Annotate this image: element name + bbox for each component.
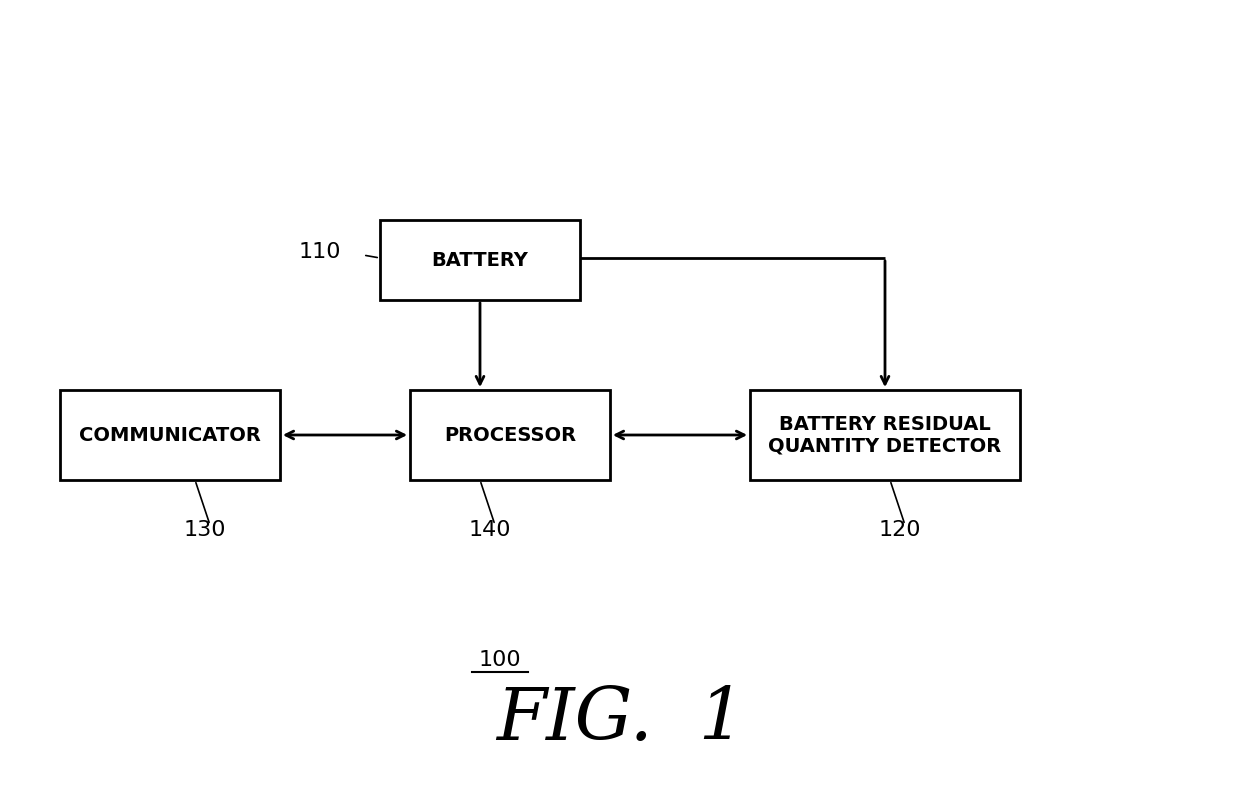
Text: 100: 100 bbox=[479, 650, 521, 670]
Bar bbox=[410, 390, 610, 480]
Text: COMMUNICATOR: COMMUNICATOR bbox=[79, 426, 260, 445]
Bar bbox=[60, 390, 280, 480]
Text: 120: 120 bbox=[879, 520, 921, 540]
Text: BATTERY: BATTERY bbox=[432, 251, 528, 270]
Bar bbox=[750, 390, 1021, 480]
Text: 140: 140 bbox=[469, 520, 511, 540]
Text: PROCESSOR: PROCESSOR bbox=[444, 426, 577, 445]
Bar bbox=[379, 220, 580, 300]
Text: 110: 110 bbox=[299, 242, 341, 262]
Text: FIG.  1: FIG. 1 bbox=[496, 685, 744, 755]
Text: 130: 130 bbox=[184, 520, 226, 540]
Text: BATTERY RESIDUAL
QUANTITY DETECTOR: BATTERY RESIDUAL QUANTITY DETECTOR bbox=[769, 414, 1002, 456]
